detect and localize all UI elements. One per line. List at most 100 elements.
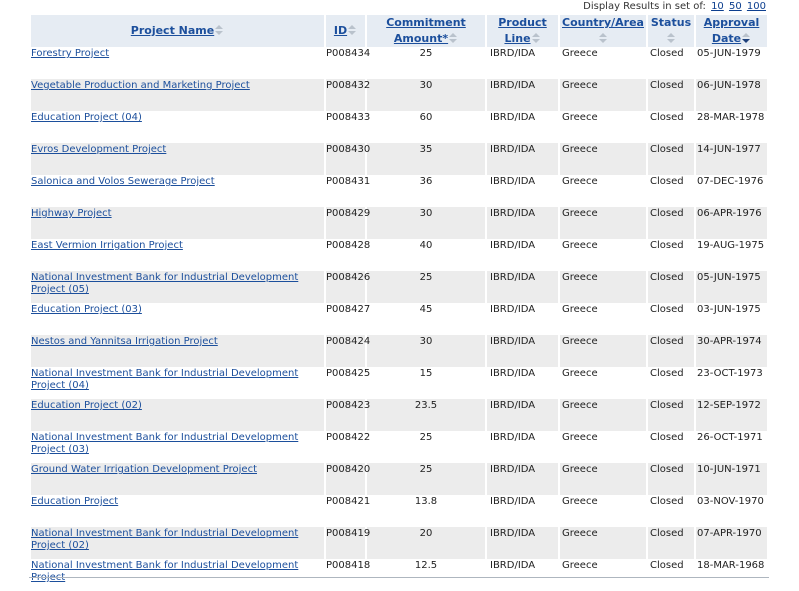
sort-desc-active-icon[interactable] [742,33,751,45]
project-link[interactable]: Nestos and Yannitsa Irrigation Project [31,336,218,347]
cell-commitment-amount: 25 [367,271,485,303]
cell-approval-date: 23-OCT-1973 [697,368,763,379]
cell-project-id: P008434 [326,48,371,59]
cell-project-name: Education Project (02) [31,399,324,431]
project-link[interactable]: Education Project [31,496,119,507]
cell-commitment-amount: 30 [367,79,485,111]
cell-project-name: National Investment Bank for Industrial … [31,431,324,463]
table-row: Forestry Project P008434 25 IBRD/IDA Greece C… [31,47,767,79]
project-link[interactable]: Salonica and Volos Sewerage Project [31,176,215,187]
cell-commitment-amount: 30 [367,207,485,239]
cell-approval-date: 10-JUN-1971 [696,463,767,495]
cell-country-area: Greece [560,207,646,239]
cell-product-line: IBRD/IDA [487,399,558,431]
project-link[interactable]: Evros Development Project [31,144,167,155]
column-header-approval-date[interactable]: Approval Date [696,15,767,47]
sort-link-approval-line1[interactable]: Approval [703,16,760,29]
sort-link-status[interactable]: Status [650,16,692,29]
project-link[interactable]: Vegetable Production and Marketing Proje… [31,80,250,91]
sort-link-commitment-line1[interactable]: Commitment [386,16,466,29]
column-header-id[interactable]: ID [326,15,365,47]
table-row: National Investment Bank for Industrial … [31,271,767,303]
project-link[interactable]: National Investment Bank for Industrial … [31,560,299,583]
project-link[interactable]: East Vermion Irrigation Project [31,240,183,251]
project-link[interactable]: Highway Project [31,208,112,219]
project-link[interactable]: Education Project (04) [31,112,142,123]
cell-status: Closed [650,48,684,59]
cell-commitment-amount: 15 [419,368,433,379]
cell-commitment-amount: 36 [419,176,433,187]
column-header-country-area[interactable]: Country/Area [560,15,646,47]
cell-country-area: Greece [562,240,598,251]
cell-commitment-amount: 13.8 [414,496,438,507]
sort-arrows-icon[interactable] [599,33,608,45]
cell-approval-date: 14-JUN-1977 [696,143,767,175]
cell-country-area: Greece [562,368,598,379]
cell-country-area: Greece [560,399,646,431]
project-link[interactable]: National Investment Bank for Industrial … [31,368,299,391]
sort-link-project-name[interactable]: Project Name [130,24,215,37]
sort-arrows-icon[interactable] [449,33,458,45]
cell-status: Closed [650,496,684,507]
cell-country-area: Greece [562,112,598,123]
sort-arrows-icon[interactable] [667,33,676,45]
cell-approval-date: 03-NOV-1970 [697,496,764,507]
results-option-100[interactable]: 100 [746,1,766,12]
cell-project-id: P008424 [326,335,370,367]
cell-approval-date: 18-MAR-1968 [697,560,765,571]
table-row: Education Project (04) P008433 60 IBRD/IDA G… [31,111,767,143]
project-link[interactable]: Education Project (02) [31,400,142,411]
project-link[interactable]: National Investment Bank for Industrial … [31,528,299,551]
cell-commitment-amount: 12.5 [414,560,438,571]
sort-link-approval-line2[interactable]: Date [711,32,742,45]
table-row: Education Project (02) P008423 23.5 IBRD/ID… [31,399,767,431]
results-option-10[interactable]: 10 [711,1,724,12]
project-link[interactable]: National Investment Bank for Industrial … [31,432,299,455]
cell-project-name: National Investment Bank for Industrial … [31,527,324,559]
cell-country-area: Greece [562,304,598,315]
cell-project-name: National Investment Bank for Industrial … [31,559,324,591]
sort-link-product-line1[interactable]: Product [498,16,547,29]
cell-project-id: P008430 [326,143,370,175]
cell-approval-date: 05-JUN-1975 [696,271,767,303]
cell-commitment-amount: 40 [419,240,433,251]
project-link[interactable]: National Investment Bank for Industrial … [31,272,299,295]
cell-product-line: IBRD/IDA [490,304,536,315]
cell-approval-date: 28-MAR-1978 [697,112,765,123]
project-link[interactable]: Ground Water Irrigation Development Proj… [31,464,257,475]
sort-arrows-icon[interactable] [348,25,357,37]
sort-link-commitment-line2[interactable]: Amount* [393,32,449,45]
cell-commitment-amount: 35 [367,143,485,175]
sort-arrows-icon[interactable] [215,25,224,37]
cell-project-name: East Vermion Irrigation Project [31,239,324,271]
table-row: Vegetable Production and Marketing Proje… [31,79,767,111]
column-header-status[interactable]: Status [648,15,694,47]
sort-link-product-line2[interactable]: Line [504,32,531,45]
column-header-project-name[interactable]: Project Name [31,15,324,47]
cell-product-line: IBRD/IDA [490,240,536,251]
sort-arrows-icon[interactable] [531,33,541,45]
cell-status: Closed [648,463,694,495]
cell-status: Closed [648,527,694,559]
cell-project-id: P008419 [326,527,370,559]
sort-link-id[interactable]: ID [333,24,348,37]
sort-link-country[interactable]: Country/Area [562,16,644,29]
cell-project-id: P008431 [326,176,371,187]
cell-status: Closed [650,176,684,187]
project-link[interactable]: Education Project (03) [31,304,142,315]
cell-country-area: Greece [560,463,646,495]
cell-project-id: P008425 [326,368,371,379]
cell-project-name: National Investment Bank for Industrial … [31,271,324,303]
cell-status: Closed [648,143,694,175]
column-header-commitment-amount[interactable]: Commitment Amount* [367,15,485,47]
cell-status: Closed [650,240,684,251]
results-option-50[interactable]: 50 [728,1,742,12]
cell-product-line: IBRD/IDA [487,527,558,559]
cell-approval-date: 06-JUN-1978 [696,79,767,111]
cell-status: Closed [650,304,684,315]
project-link[interactable]: Forestry Project [31,48,110,59]
column-header-product-line[interactable]: Product Line [487,15,558,47]
cell-commitment-amount: 30 [367,335,485,367]
cell-approval-date: 06-APR-1976 [696,207,767,239]
cell-project-id: P008418 [326,560,371,571]
